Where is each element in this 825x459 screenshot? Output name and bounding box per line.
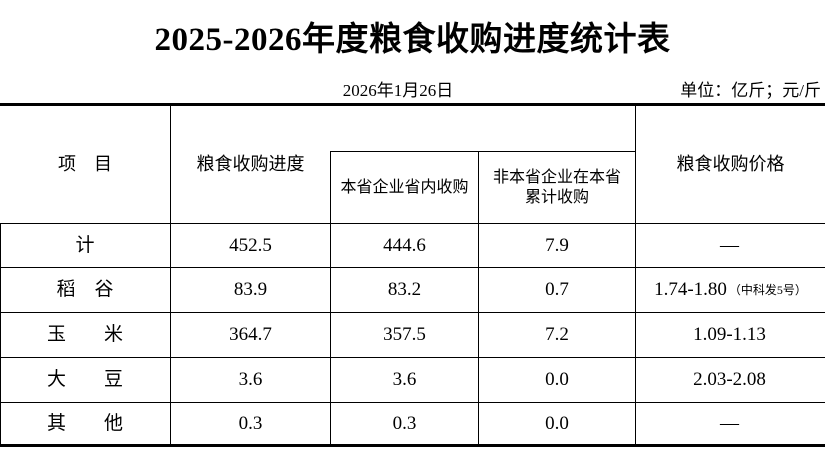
row-label: 玉 米: [46, 324, 123, 346]
cell-nonlocal: 0.7: [545, 279, 569, 301]
cell-price: 1.74-1.80 （中科发5号）: [636, 268, 825, 312]
cell-nonlocal: 7.9: [545, 234, 569, 256]
cell-nonlocal: 7.2: [545, 324, 569, 346]
cell-local: 3.6: [392, 369, 417, 391]
cell-progress: 83.9: [233, 279, 268, 301]
header-item: 项 目: [58, 154, 112, 175]
header-nonlocal-line2: 累计收购: [524, 188, 589, 206]
col-line-2: [330, 151, 331, 445]
cell-price: 1.09-1.13: [636, 313, 825, 357]
row-label: 其 他: [46, 412, 123, 434]
table-border-left: [0, 223, 1, 445]
cell-progress: 3.6: [238, 369, 263, 391]
price-value: 1.09-1.13: [693, 324, 766, 346]
header-progress: 粮食收购进度: [196, 154, 305, 175]
report-date: 2026年1月26日: [342, 81, 454, 100]
price-value: 1.74-1.80: [654, 279, 727, 301]
row-label: 稻 谷: [56, 279, 114, 301]
row-line-2: [0, 312, 825, 313]
cell-price: —: [636, 403, 825, 444]
header-price: 粮食收购价格: [676, 154, 785, 175]
cell-progress: 452.5: [229, 234, 272, 256]
cell-local: 0.3: [392, 412, 417, 434]
subheader-top-line: [330, 151, 636, 152]
table-border-top: [0, 103, 825, 106]
row-label: 计: [75, 234, 95, 256]
cell-nonlocal: 0.0: [545, 369, 569, 391]
price-value: —: [720, 234, 739, 256]
cell-local: 444.6: [383, 234, 426, 256]
col-line-1: [170, 103, 171, 445]
header-nonlocal-line1: 非本省企业在本省: [492, 168, 621, 186]
cell-price: —: [636, 224, 825, 267]
row-line-4: [0, 402, 825, 403]
price-note: （中科发5号）: [728, 282, 807, 297]
price-value: 2.03-2.08: [693, 369, 766, 391]
col-line-3: [478, 151, 479, 445]
row-label: 大 豆: [46, 369, 123, 391]
row-line-1: [0, 267, 825, 268]
col-line-4: [635, 103, 636, 445]
cell-local: 357.5: [383, 324, 426, 346]
page-title: 2025-2026年度粮食收购进度统计表: [154, 22, 671, 58]
cell-local: 83.2: [387, 279, 422, 301]
header-bottom-line: [0, 223, 825, 224]
table-border-bottom: [0, 444, 825, 447]
header-nonlocal-purchase: 非本省企业在本省 累计收购: [479, 152, 635, 223]
row-line-3: [0, 357, 825, 358]
cell-progress: 0.3: [238, 412, 263, 434]
cell-nonlocal: 0.0: [545, 412, 569, 434]
cell-progress: 364.7: [229, 324, 272, 346]
cell-price: 2.03-2.08: [636, 358, 825, 402]
price-value: —: [720, 412, 739, 434]
header-local-purchase: 本省企业省内收购: [340, 178, 469, 196]
unit-label: 单位：亿斤；元/斤: [680, 81, 821, 100]
